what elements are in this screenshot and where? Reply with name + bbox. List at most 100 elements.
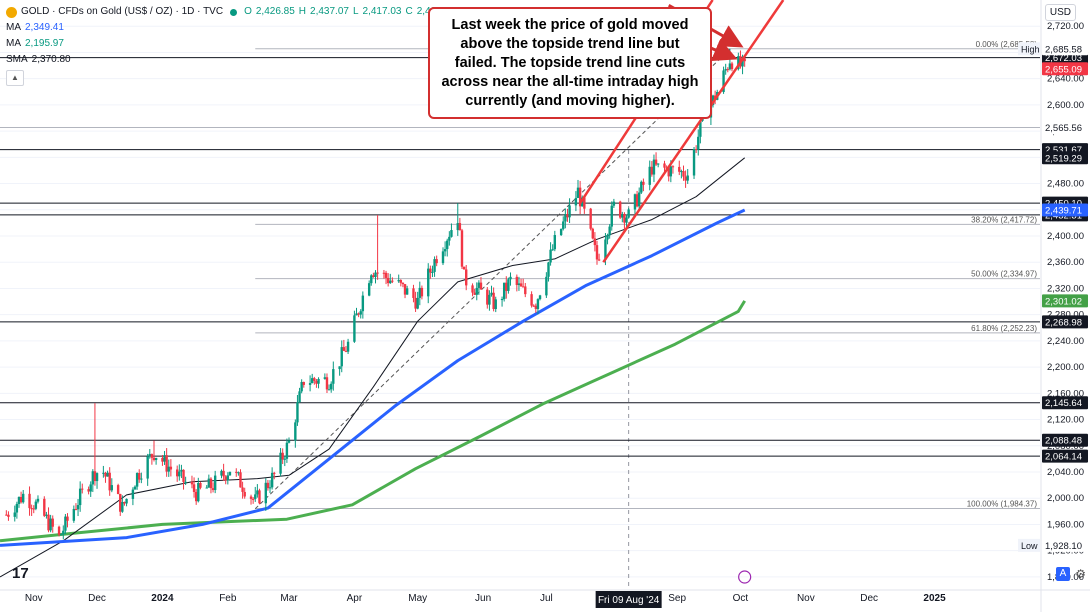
- sma-value: 2,370.80: [31, 54, 71, 65]
- candle-body: [583, 197, 586, 209]
- candle-body: [509, 276, 512, 280]
- candle-body: [420, 287, 424, 297]
- gear-icon[interactable]: ⚙: [1075, 567, 1086, 581]
- candle-body: [270, 472, 274, 488]
- candle-body: [635, 194, 639, 207]
- candle-body: [51, 518, 54, 527]
- candle-body: [694, 148, 698, 150]
- candle-body: [475, 287, 478, 295]
- candle-body: [589, 208, 592, 229]
- candle-body: [176, 469, 179, 477]
- candle-body: [372, 275, 375, 277]
- y-tick-label: 2,240.00: [1047, 336, 1084, 347]
- candle-body: [521, 286, 525, 288]
- candle-body: [450, 230, 453, 237]
- candle-body: [251, 498, 255, 500]
- gold-symbol-icon: [6, 6, 17, 18]
- candle-body: [133, 486, 137, 490]
- candle-body: [30, 508, 33, 510]
- candle-body: [152, 457, 156, 460]
- price-tag-label: 1,928.10: [1045, 541, 1082, 552]
- candle-body: [391, 280, 394, 282]
- fib-level-label: 61.80% (2,252.23): [971, 324, 1037, 333]
- candle-body: [327, 389, 331, 391]
- candle-body: [376, 272, 379, 274]
- candle-body: [547, 262, 550, 277]
- candle-body: [138, 473, 141, 480]
- candle-body: [680, 171, 683, 173]
- candle-body: [494, 299, 497, 310]
- ma2-label: MA: [6, 38, 21, 49]
- candle-body: [621, 213, 624, 218]
- candle-body: [663, 163, 666, 168]
- candle-body: [161, 457, 164, 462]
- candle-body: [530, 294, 533, 306]
- low-value: 2,417.03: [362, 6, 402, 17]
- candle-body: [654, 159, 658, 165]
- candle-body: [43, 498, 46, 516]
- currency-button[interactable]: USD: [1044, 4, 1076, 21]
- candle-body: [502, 282, 506, 300]
- candle-body: [446, 240, 449, 250]
- candle-body: [119, 493, 122, 512]
- lower-trend-line: [602, 0, 785, 263]
- candle-body: [412, 288, 415, 298]
- crosshair-date-label: Fri 09 Aug '24: [598, 595, 660, 606]
- x-tick-label: Jun: [475, 593, 491, 604]
- candle-body: [500, 299, 504, 301]
- candle-body: [197, 482, 200, 502]
- candle-body: [13, 512, 16, 517]
- candle-body: [456, 223, 459, 231]
- price-tag-label: 2,064.14: [1045, 452, 1082, 463]
- tradingview-logo[interactable]: 17: [12, 565, 29, 582]
- y-tick-label: 2,360.00: [1047, 257, 1084, 268]
- sma-row[interactable]: SMA 2,370.80: [6, 52, 456, 68]
- auto-scale-button[interactable]: A: [1056, 567, 1070, 581]
- candle-body: [62, 530, 65, 535]
- candle-body: [266, 482, 270, 489]
- candle-body: [578, 187, 582, 207]
- candle-body: [722, 70, 725, 93]
- candle-body: [249, 496, 253, 499]
- candle-body: [66, 516, 69, 521]
- candle-body: [167, 466, 170, 472]
- candle-body: [281, 452, 284, 460]
- candle-body: [370, 275, 373, 284]
- candle-body: [34, 501, 38, 509]
- candle-body: [226, 475, 230, 481]
- candle-body: [595, 245, 599, 260]
- y-tick-label: 2,640.00: [1047, 74, 1084, 85]
- candle-body: [264, 482, 268, 504]
- collapse-legend-button[interactable]: ▲: [6, 70, 24, 86]
- candle-body: [357, 313, 360, 315]
- ma-green-line: [0, 300, 746, 543]
- candle-body: [536, 299, 540, 309]
- candle-body: [165, 455, 168, 472]
- candle-body: [317, 378, 320, 384]
- fib-level-label: 50.00% (2,334.97): [971, 270, 1037, 279]
- candle-body: [346, 341, 350, 352]
- ma2-row[interactable]: MA 2,195.97: [6, 36, 456, 52]
- candle-body: [623, 213, 626, 223]
- price-tag-label: 2,685.58: [1045, 44, 1082, 55]
- price-tag-label: 2,268.98: [1045, 317, 1082, 328]
- candle-body: [566, 214, 569, 218]
- candle-body: [427, 268, 430, 297]
- candle-body: [465, 269, 468, 286]
- ma1-value: 2,349.41: [25, 22, 64, 33]
- ma1-label: MA: [6, 22, 21, 33]
- x-tick-label: Oct: [733, 593, 749, 604]
- x-tick-label: Dec: [88, 593, 106, 604]
- candle-body: [534, 305, 538, 309]
- ma1-row[interactable]: MA 2,349.41: [6, 20, 456, 36]
- candle-body: [311, 378, 314, 384]
- price-tag-box: [1042, 538, 1088, 552]
- symbol-row[interactable]: GOLD · CFDs on Gold (US$ / OZ) · 1D · TV…: [6, 4, 456, 20]
- candle-body: [81, 488, 84, 490]
- ma-blue-line: [0, 208, 746, 547]
- candle-body: [441, 251, 445, 264]
- candle-body: [91, 471, 95, 485]
- candle-body: [686, 175, 689, 181]
- candle-body: [332, 369, 335, 384]
